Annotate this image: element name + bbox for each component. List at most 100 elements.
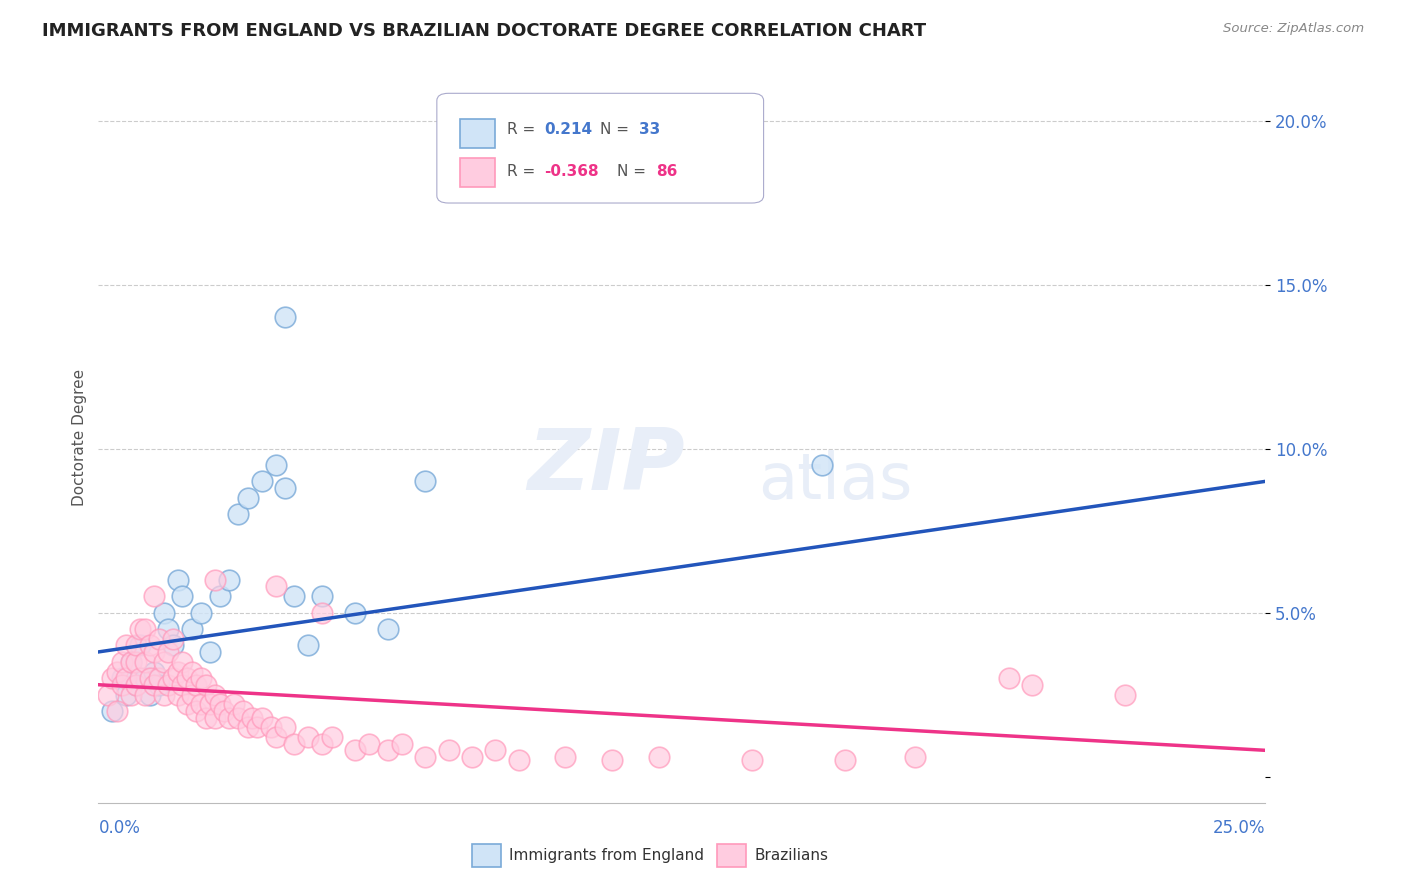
Point [283, 737, 305, 751]
FancyBboxPatch shape [460, 119, 495, 148]
Point [236, 720, 259, 734]
Point [554, 750, 576, 764]
Point [484, 743, 506, 757]
Point [152, 606, 174, 620]
Text: 0.214: 0.214 [544, 122, 592, 137]
Point [176, 671, 198, 685]
Point [172, 678, 194, 692]
Point [186, 704, 208, 718]
Point [250, 710, 273, 724]
FancyBboxPatch shape [472, 844, 501, 867]
Point [600, 753, 623, 767]
Point [180, 688, 202, 702]
Text: 86: 86 [657, 164, 678, 179]
Point [274, 310, 297, 325]
Point [461, 750, 484, 764]
Point [120, 655, 142, 669]
Text: 0.0%: 0.0% [98, 819, 141, 838]
Point [125, 655, 148, 669]
Point [311, 606, 333, 620]
Point [115, 671, 138, 685]
Point [647, 750, 669, 764]
Text: atlas: atlas [758, 450, 912, 512]
Point [157, 678, 180, 692]
Point [115, 688, 138, 702]
Point [359, 737, 381, 751]
Point [97, 688, 120, 702]
Point [204, 688, 226, 702]
Point [413, 475, 436, 489]
Point [125, 678, 148, 692]
Text: 33: 33 [638, 122, 659, 137]
Point [741, 753, 763, 767]
Point [204, 573, 226, 587]
Point [129, 638, 152, 652]
Text: Immigrants from England: Immigrants from England [509, 848, 704, 863]
Text: -0.368: -0.368 [544, 164, 599, 179]
Point [283, 589, 305, 603]
Point [834, 753, 856, 767]
Point [148, 671, 170, 685]
Point [134, 622, 156, 636]
Point [180, 622, 202, 636]
Point [236, 491, 259, 505]
Y-axis label: Doctorate Degree: Doctorate Degree [72, 368, 87, 506]
Point [321, 730, 343, 744]
Point [208, 589, 231, 603]
Point [200, 698, 222, 712]
Point [242, 710, 264, 724]
Point [413, 750, 436, 764]
Point [297, 638, 319, 652]
Point [391, 737, 413, 751]
Point [172, 589, 194, 603]
Point [190, 698, 212, 712]
Point [260, 720, 283, 734]
Point [152, 688, 174, 702]
Point [344, 743, 367, 757]
Point [274, 720, 297, 734]
Point [162, 632, 184, 646]
Point [997, 671, 1019, 685]
Point [204, 710, 226, 724]
Point [125, 638, 148, 652]
Point [105, 665, 128, 679]
Point [180, 665, 202, 679]
Point [222, 698, 245, 712]
Point [377, 743, 399, 757]
Point [143, 645, 166, 659]
Point [264, 458, 287, 472]
Point [250, 475, 273, 489]
Point [152, 655, 174, 669]
Text: Brazilians: Brazilians [754, 848, 828, 863]
Point [228, 507, 250, 521]
Text: IMMIGRANTS FROM ENGLAND VS BRAZILIAN DOCTORATE DEGREE CORRELATION CHART: IMMIGRANTS FROM ENGLAND VS BRAZILIAN DOC… [42, 22, 927, 40]
Point [111, 655, 134, 669]
Point [172, 655, 194, 669]
Point [1021, 678, 1043, 692]
Point [274, 481, 297, 495]
Point [437, 743, 460, 757]
Point [105, 704, 128, 718]
Text: N =: N = [600, 122, 630, 137]
Point [311, 589, 333, 603]
Point [148, 678, 170, 692]
Text: Source: ZipAtlas.com: Source: ZipAtlas.com [1223, 22, 1364, 36]
Point [190, 671, 212, 685]
Point [120, 688, 142, 702]
Point [143, 665, 166, 679]
Point [232, 704, 254, 718]
Point [186, 678, 208, 692]
Point [129, 671, 152, 685]
Point [139, 688, 162, 702]
Point [101, 671, 124, 685]
Point [214, 704, 236, 718]
Point [134, 688, 156, 702]
Point [297, 730, 319, 744]
Point [139, 671, 162, 685]
Point [1114, 688, 1136, 702]
Point [246, 720, 269, 734]
Point [264, 730, 287, 744]
Point [139, 638, 162, 652]
Point [143, 678, 166, 692]
Point [148, 632, 170, 646]
